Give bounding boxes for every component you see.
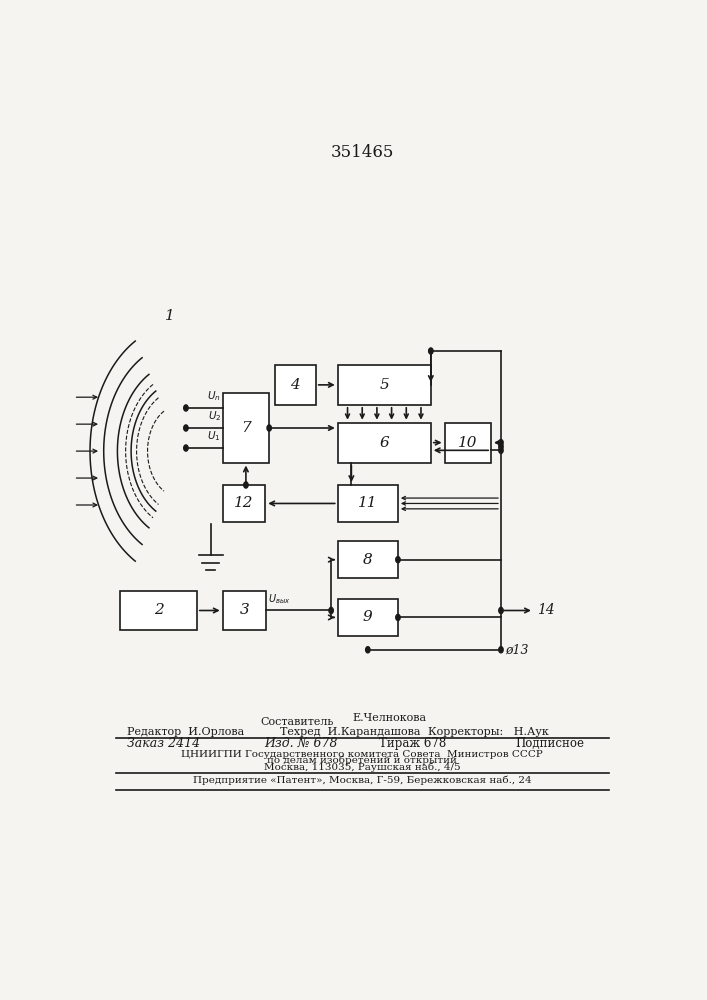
Text: $U_n$: $U_n$ (207, 389, 221, 403)
Text: 7: 7 (241, 421, 251, 435)
Circle shape (428, 348, 433, 354)
FancyBboxPatch shape (275, 365, 316, 405)
Circle shape (396, 557, 400, 563)
FancyBboxPatch shape (120, 591, 197, 630)
Circle shape (329, 607, 333, 614)
FancyBboxPatch shape (223, 393, 269, 463)
Text: 3: 3 (240, 603, 250, 617)
Text: 8: 8 (363, 553, 373, 567)
Circle shape (498, 607, 503, 614)
Text: 5: 5 (380, 378, 389, 392)
Circle shape (366, 647, 370, 653)
Circle shape (267, 425, 271, 431)
Text: Составитель: Составитель (260, 717, 333, 727)
Text: Москва, 113035, Раушская наб., 4/5: Москва, 113035, Раушская наб., 4/5 (264, 762, 461, 772)
Text: Изд. № 678: Изд. № 678 (264, 737, 337, 750)
FancyBboxPatch shape (338, 365, 431, 405)
Text: ЦНИИГПИ Государственного комитета Совета  Министров СССР: ЦНИИГПИ Государственного комитета Совета… (182, 750, 543, 759)
Text: $U_2$: $U_2$ (208, 409, 221, 423)
Circle shape (396, 614, 400, 620)
Text: 1: 1 (165, 309, 175, 323)
Text: 2: 2 (153, 603, 163, 617)
Text: ø13: ø13 (506, 643, 529, 656)
Text: $U_{вых}$: $U_{вых}$ (267, 592, 290, 606)
Circle shape (184, 425, 188, 431)
Text: 11: 11 (358, 496, 378, 510)
Circle shape (244, 482, 248, 488)
Circle shape (498, 447, 503, 453)
Text: Подписное: Подписное (516, 737, 585, 750)
Text: 12: 12 (234, 496, 254, 510)
FancyBboxPatch shape (445, 423, 491, 463)
Circle shape (498, 440, 503, 446)
Circle shape (184, 405, 188, 411)
Circle shape (498, 443, 503, 450)
FancyBboxPatch shape (223, 485, 265, 522)
Text: 6: 6 (380, 436, 389, 450)
FancyBboxPatch shape (223, 591, 267, 630)
Text: 4: 4 (291, 378, 300, 392)
Text: Корректоры:   Н.Аук: Корректоры: Н.Аук (428, 727, 549, 737)
Text: 9: 9 (363, 610, 373, 624)
Text: 351465: 351465 (331, 144, 394, 161)
Text: $U_1$: $U_1$ (207, 429, 221, 443)
Circle shape (498, 647, 503, 653)
Text: Предприятие «Патент», Москва, Г-59, Бережковская наб., 24: Предприятие «Патент», Москва, Г-59, Бере… (193, 776, 532, 785)
Text: Е.Челнокова: Е.Челнокова (353, 713, 427, 723)
Text: 14: 14 (537, 603, 554, 617)
Circle shape (184, 445, 188, 451)
FancyBboxPatch shape (338, 599, 398, 636)
Text: Заказ 2414: Заказ 2414 (127, 737, 200, 750)
Text: Техред  И.Карандашова: Техред И.Карандашова (280, 727, 421, 737)
FancyBboxPatch shape (338, 423, 431, 463)
FancyBboxPatch shape (338, 541, 398, 578)
Text: 10: 10 (458, 436, 477, 450)
FancyBboxPatch shape (338, 485, 398, 522)
Text: по делам изобретений и открытий: по делам изобретений и открытий (267, 756, 457, 765)
Text: Редактор  И.Орлова: Редактор И.Орлова (127, 727, 244, 737)
Text: Тираж 678: Тираж 678 (379, 737, 446, 750)
